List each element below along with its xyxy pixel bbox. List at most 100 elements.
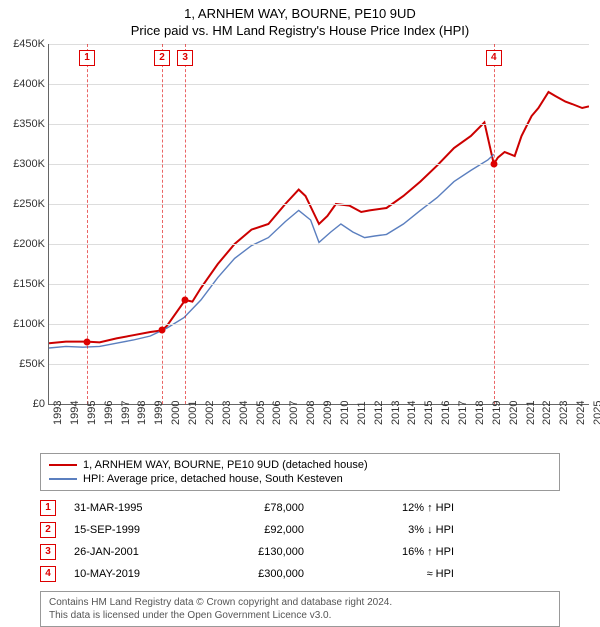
x-tick-label: 2015 — [423, 401, 435, 425]
x-tick-label: 2005 — [255, 401, 267, 425]
gridline — [49, 84, 589, 85]
sale-date: 15-SEP-1999 — [74, 524, 204, 536]
sale-hpi-delta: ≈ HPI — [344, 568, 454, 580]
x-tick-label: 2011 — [356, 401, 368, 425]
legend-swatch — [49, 464, 77, 466]
sale-date: 31-MAR-1995 — [74, 502, 204, 514]
table-row: 2 15-SEP-1999 £92,000 3% ↓ HPI — [40, 519, 560, 541]
x-tick-label: 1993 — [52, 401, 64, 425]
sale-dot — [159, 327, 166, 334]
legend-box: 1, ARNHEM WAY, BOURNE, PE10 9UD (detache… — [40, 453, 560, 491]
y-tick-label: £0 — [3, 398, 45, 410]
x-tick-label: 2017 — [457, 401, 469, 425]
sale-dot — [490, 161, 497, 168]
x-tick-label: 1994 — [69, 401, 81, 425]
gridline — [49, 284, 589, 285]
chart-container: 1, ARNHEM WAY, BOURNE, PE10 9UD Price pa… — [0, 0, 600, 620]
x-tick-label: 2014 — [406, 401, 418, 425]
x-tick-label: 2003 — [221, 401, 233, 425]
plot-area: £0£50K£100K£150K£200K£250K£300K£350K£400… — [48, 44, 589, 405]
sales-table: 1 31-MAR-1995 £78,000 12% ↑ HPI 2 15-SEP… — [40, 497, 560, 585]
chart-title: 1, ARNHEM WAY, BOURNE, PE10 9UD — [0, 0, 600, 21]
y-tick-label: £250K — [3, 198, 45, 210]
y-tick-label: £200K — [3, 238, 45, 250]
x-tick-label: 2001 — [187, 401, 199, 425]
y-tick-label: £300K — [3, 158, 45, 170]
x-tick-label: 2002 — [204, 401, 216, 425]
table-row: 4 10-MAY-2019 £300,000 ≈ HPI — [40, 563, 560, 585]
x-tick-label: 1998 — [136, 401, 148, 425]
x-tick-label: 2022 — [541, 401, 553, 425]
x-tick-label: 1997 — [120, 401, 132, 425]
legend-label: HPI: Average price, detached house, Sout… — [83, 473, 343, 485]
x-tick-label: 2010 — [339, 401, 351, 425]
x-tick-label: 2024 — [575, 401, 587, 425]
sale-date: 26-JAN-2001 — [74, 546, 204, 558]
attribution-line: This data is licensed under the Open Gov… — [49, 609, 551, 622]
x-tick-label: 1996 — [103, 401, 115, 425]
sale-marker-box: 2 — [154, 50, 170, 66]
x-tick-label: 2020 — [508, 401, 520, 425]
gridline — [49, 44, 589, 45]
chart-subtitle: Price paid vs. HM Land Registry's House … — [0, 21, 600, 44]
x-tick-label: 2019 — [491, 401, 503, 425]
x-tick-label: 2000 — [170, 401, 182, 425]
sale-hpi-delta: 3% ↓ HPI — [344, 524, 454, 536]
y-tick-label: £400K — [3, 78, 45, 90]
sale-vline — [87, 44, 88, 404]
x-tick-label: 1995 — [86, 401, 98, 425]
line-series-svg — [49, 44, 589, 404]
sale-price: £78,000 — [204, 502, 344, 514]
gridline — [49, 204, 589, 205]
table-row: 1 31-MAR-1995 £78,000 12% ↑ HPI — [40, 497, 560, 519]
sale-date: 10-MAY-2019 — [74, 568, 204, 580]
series-line — [49, 92, 589, 343]
sale-hpi-delta: 12% ↑ HPI — [344, 502, 454, 514]
table-row: 3 26-JAN-2001 £130,000 16% ↑ HPI — [40, 541, 560, 563]
y-tick-label: £450K — [3, 38, 45, 50]
sale-marker-box: 1 — [79, 50, 95, 66]
sale-marker-icon: 2 — [40, 522, 56, 538]
x-tick-label: 2004 — [238, 401, 250, 425]
x-axis-labels: 1993199419951996199719981999200020012002… — [48, 405, 588, 445]
y-tick-label: £350K — [3, 118, 45, 130]
sale-vline — [162, 44, 163, 404]
y-tick-label: £100K — [3, 318, 45, 330]
y-tick-label: £150K — [3, 278, 45, 290]
sale-hpi-delta: 16% ↑ HPI — [344, 546, 454, 558]
x-tick-label: 2023 — [558, 401, 570, 425]
sale-marker-icon: 1 — [40, 500, 56, 516]
y-tick-label: £50K — [3, 358, 45, 370]
sale-price: £130,000 — [204, 546, 344, 558]
attribution-box: Contains HM Land Registry data © Crown c… — [40, 591, 560, 627]
sale-dot — [83, 338, 90, 345]
x-tick-label: 2008 — [305, 401, 317, 425]
x-tick-label: 2018 — [474, 401, 486, 425]
sale-vline — [494, 44, 495, 404]
sale-dot — [182, 297, 189, 304]
x-tick-label: 2009 — [322, 401, 334, 425]
x-tick-label: 1999 — [153, 401, 165, 425]
attribution-line: Contains HM Land Registry data © Crown c… — [49, 596, 551, 609]
x-tick-label: 2006 — [271, 401, 283, 425]
x-tick-label: 2007 — [288, 401, 300, 425]
gridline — [49, 124, 589, 125]
gridline — [49, 364, 589, 365]
legend-item: HPI: Average price, detached house, Sout… — [49, 472, 551, 486]
sale-marker-icon: 4 — [40, 566, 56, 582]
sale-marker-icon: 3 — [40, 544, 56, 560]
sale-marker-box: 4 — [486, 50, 502, 66]
legend-label: 1, ARNHEM WAY, BOURNE, PE10 9UD (detache… — [83, 459, 368, 471]
sale-vline — [185, 44, 186, 404]
sale-price: £300,000 — [204, 568, 344, 580]
x-tick-label: 2025 — [592, 401, 600, 425]
legend-item: 1, ARNHEM WAY, BOURNE, PE10 9UD (detache… — [49, 458, 551, 472]
x-tick-label: 2012 — [373, 401, 385, 425]
x-tick-label: 2013 — [390, 401, 402, 425]
sale-marker-box: 3 — [177, 50, 193, 66]
sale-price: £92,000 — [204, 524, 344, 536]
gridline — [49, 244, 589, 245]
x-tick-label: 2021 — [525, 401, 537, 425]
gridline — [49, 164, 589, 165]
x-tick-label: 2016 — [440, 401, 452, 425]
